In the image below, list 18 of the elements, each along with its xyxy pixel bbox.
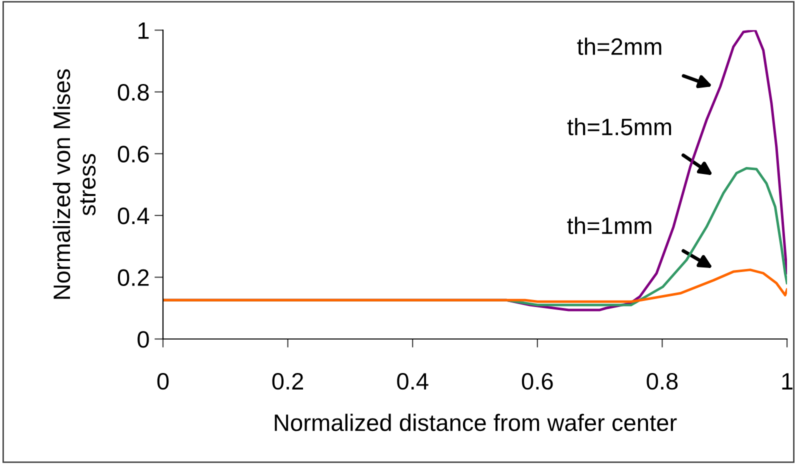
x-tick-label: 0 [157,372,169,390]
y-tick-label: 0.2 [118,269,149,286]
line-series [162,268,788,303]
annotation: th=2mm [577,38,662,55]
y-tick-label: 0.4 [118,208,150,224]
annotation: th=1.5mm [567,118,672,136]
y-tick-label: 0.6 [118,146,149,162]
x-axis-title: Normalized distance from wafer center [274,414,677,432]
x-tick-label: 0.6 [522,372,553,390]
x-tick-label: 0.4 [397,372,428,390]
y-axis-title: Normalized von Mises stress [52,69,96,299]
x-tick-label: 0.8 [646,372,678,390]
y-tick-label: 0 [138,331,149,348]
y-tick-label: 1 [138,22,149,39]
x-tick-label: 0.2 [272,372,304,390]
annotation: th=1mm [567,216,652,234]
x-tick-label: 1 [782,373,792,390]
y-tick-label: 0.8 [118,84,149,101]
